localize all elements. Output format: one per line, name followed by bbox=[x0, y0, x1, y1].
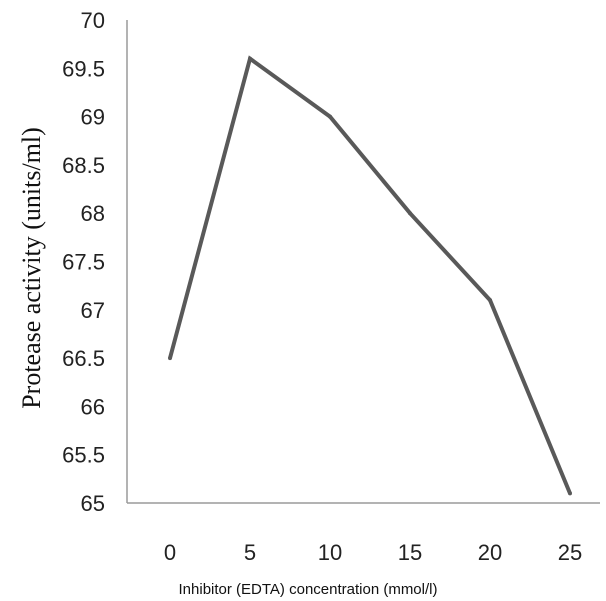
y-tick-label: 65 bbox=[81, 491, 105, 516]
x-tick-label: 25 bbox=[558, 540, 582, 565]
y-tick-label: 66 bbox=[81, 394, 105, 419]
x-tick-label: 10 bbox=[318, 540, 342, 565]
x-tick-label: 15 bbox=[398, 540, 422, 565]
data-point bbox=[168, 356, 172, 361]
y-tick-label: 69 bbox=[81, 105, 105, 130]
series-layer bbox=[168, 55, 572, 496]
data-point bbox=[328, 114, 332, 119]
y-axis-ticks: 65 65.5 66 66.5 67 67.5 68 68.5 69 69.5 70 bbox=[62, 8, 105, 516]
y-axis-title: Protease activity (units/ml) bbox=[17, 127, 46, 409]
series-line bbox=[168, 55, 572, 495]
y-tick-label: 66.5 bbox=[62, 346, 105, 371]
y-tick-label: 68.5 bbox=[62, 153, 105, 178]
y-tick-label: 67 bbox=[81, 298, 105, 323]
data-point bbox=[408, 211, 412, 216]
data-point bbox=[568, 491, 572, 496]
x-axis-title: Inhibitor (EDTA) concentration (mmol/l) bbox=[179, 581, 438, 598]
x-tick-label: 5 bbox=[244, 540, 256, 565]
x-axis-ticks: 0 5 10 15 20 25 bbox=[164, 540, 582, 565]
y-tick-label: 67.5 bbox=[62, 250, 105, 275]
y-tick-label: 68 bbox=[81, 201, 105, 226]
x-tick-label: 20 bbox=[478, 540, 502, 565]
x-tick-label: 0 bbox=[164, 540, 176, 565]
y-tick-label: 69.5 bbox=[62, 56, 105, 81]
data-point bbox=[488, 298, 492, 303]
y-tick-label: 70 bbox=[81, 8, 105, 33]
y-tick-label: 65.5 bbox=[62, 443, 105, 468]
data-point bbox=[248, 56, 252, 61]
